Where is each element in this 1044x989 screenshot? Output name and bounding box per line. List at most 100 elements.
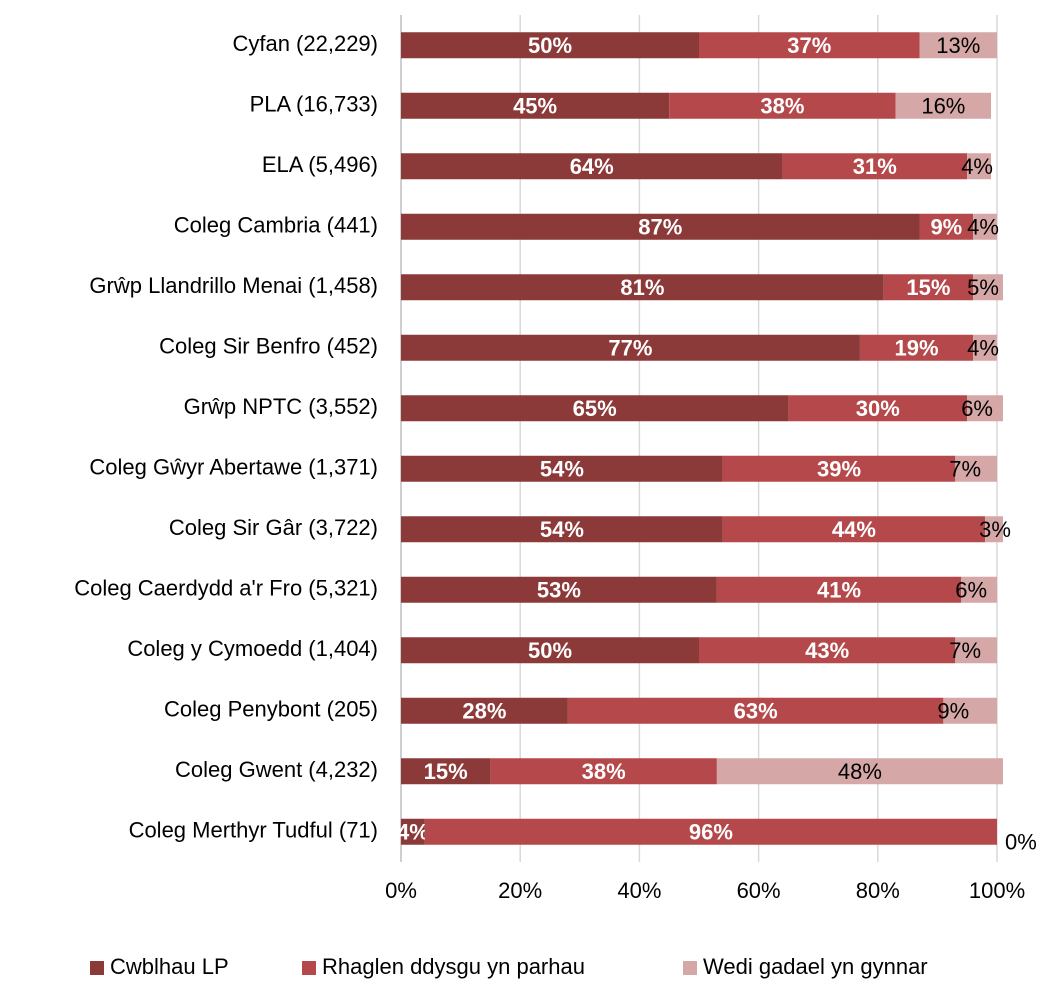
data-label: 96% bbox=[689, 820, 733, 845]
x-tick-label: 20% bbox=[498, 878, 542, 903]
bar-segment bbox=[401, 697, 568, 724]
bar-segment bbox=[401, 32, 699, 59]
bar-segment bbox=[919, 213, 974, 240]
data-label: 13% bbox=[936, 33, 980, 58]
legend-swatch bbox=[90, 961, 104, 975]
bar-segment bbox=[490, 758, 717, 785]
legend-swatch bbox=[302, 961, 316, 975]
bar-segment bbox=[722, 455, 956, 482]
data-label: 7% bbox=[949, 638, 981, 663]
bar-segment bbox=[424, 818, 998, 845]
y-tick-label: Coleg Caerdydd a'r Fro (5,321) bbox=[74, 576, 378, 601]
data-label: 31% bbox=[853, 154, 897, 179]
legend-label: Rhaglen ddysgu yn parhau bbox=[322, 954, 585, 979]
bar-segment bbox=[669, 92, 896, 119]
data-label: 4% bbox=[967, 336, 999, 361]
data-label: 5% bbox=[967, 275, 999, 300]
y-tick-label: Grŵp Llandrillo Menai (1,458) bbox=[89, 273, 378, 298]
bar-segment bbox=[883, 274, 974, 301]
y-tick-label: Grŵp NPTC (3,552) bbox=[184, 394, 378, 419]
data-label: 53% bbox=[537, 578, 581, 603]
bar-segment bbox=[788, 395, 968, 422]
bar-segment bbox=[985, 516, 1003, 543]
data-label: 6% bbox=[955, 578, 987, 603]
data-label: 43% bbox=[805, 638, 849, 663]
data-label: 50% bbox=[528, 33, 572, 58]
data-label: 30% bbox=[856, 396, 900, 421]
bar-segment bbox=[401, 818, 425, 845]
data-label: 63% bbox=[734, 699, 778, 724]
bar-segment bbox=[401, 395, 789, 422]
data-label: 0% bbox=[1005, 830, 1037, 855]
data-label: 48% bbox=[838, 759, 882, 784]
data-label: 64% bbox=[570, 154, 614, 179]
bar-segment bbox=[955, 455, 997, 482]
data-label: 15% bbox=[424, 759, 468, 784]
bar-segment bbox=[567, 697, 944, 724]
data-label: 9% bbox=[937, 699, 969, 724]
bar-segment bbox=[919, 32, 997, 59]
bar-segment bbox=[973, 274, 1003, 301]
bar-segment bbox=[401, 334, 860, 361]
bar-segment bbox=[716, 576, 962, 603]
legend-label: Wedi gadael yn gynnar bbox=[703, 954, 928, 979]
data-label: 54% bbox=[540, 457, 584, 482]
data-label: 38% bbox=[582, 759, 626, 784]
data-label: 4% bbox=[967, 215, 999, 240]
data-label: 39% bbox=[817, 457, 861, 482]
bar-segment bbox=[973, 213, 997, 240]
data-label: 45% bbox=[513, 94, 557, 119]
legend-label: Cwblhau LP bbox=[110, 954, 229, 979]
bar-segment bbox=[401, 516, 723, 543]
bar-segment bbox=[716, 758, 1003, 785]
y-tick-label: Coleg Cambria (441) bbox=[174, 213, 378, 238]
data-label: 4% bbox=[397, 820, 429, 845]
data-label: 81% bbox=[620, 275, 664, 300]
bar-segment bbox=[955, 637, 997, 664]
bar-segment bbox=[699, 32, 920, 59]
bar-segment bbox=[401, 455, 723, 482]
bar-segment bbox=[782, 153, 968, 180]
bar-segment bbox=[973, 334, 997, 361]
data-label: 4% bbox=[961, 154, 993, 179]
data-label: 28% bbox=[462, 699, 506, 724]
x-tick-label: 80% bbox=[856, 878, 900, 903]
y-tick-label: Coleg Penybont (205) bbox=[164, 697, 378, 722]
x-tick-label: 0% bbox=[385, 878, 417, 903]
bar-segment bbox=[943, 697, 997, 724]
y-tick-label: Coleg Sir Gâr (3,722) bbox=[169, 515, 378, 540]
data-label: 41% bbox=[817, 578, 861, 603]
bar-segment bbox=[967, 395, 1003, 422]
bar-segment bbox=[699, 637, 956, 664]
y-tick-label: Cyfan (22,229) bbox=[232, 31, 378, 56]
data-label: 38% bbox=[760, 94, 804, 119]
data-label: 50% bbox=[528, 638, 572, 663]
bar-segment bbox=[401, 213, 920, 240]
y-tick-label: PLA (16,733) bbox=[250, 92, 378, 117]
bar-segment bbox=[401, 153, 783, 180]
y-tick-label: Coleg Merthyr Tudful (71) bbox=[129, 818, 378, 843]
data-label: 3% bbox=[979, 517, 1011, 542]
data-label: 44% bbox=[832, 517, 876, 542]
y-tick-label: Coleg Sir Benfro (452) bbox=[159, 334, 378, 359]
bar-segment bbox=[859, 334, 974, 361]
data-label: 6% bbox=[961, 396, 993, 421]
x-tick-label: 60% bbox=[737, 878, 781, 903]
y-tick-label: ELA (5,496) bbox=[262, 152, 378, 177]
data-label: 77% bbox=[608, 336, 652, 361]
y-tick-label: Coleg y Cymoedd (1,404) bbox=[127, 636, 378, 661]
data-label: 54% bbox=[540, 517, 584, 542]
data-label: 16% bbox=[921, 94, 965, 119]
bar-segment bbox=[961, 576, 997, 603]
data-label: 15% bbox=[906, 275, 950, 300]
bar-segment bbox=[967, 153, 992, 180]
y-tick-label: Coleg Gwent (4,232) bbox=[175, 757, 378, 782]
bar-segment bbox=[401, 274, 884, 301]
legend-swatch bbox=[683, 961, 697, 975]
bar-segment bbox=[401, 637, 699, 664]
bar-segment bbox=[722, 516, 986, 543]
bar-segment bbox=[895, 92, 992, 119]
bar-segment bbox=[401, 758, 491, 785]
x-tick-label: 40% bbox=[617, 878, 661, 903]
